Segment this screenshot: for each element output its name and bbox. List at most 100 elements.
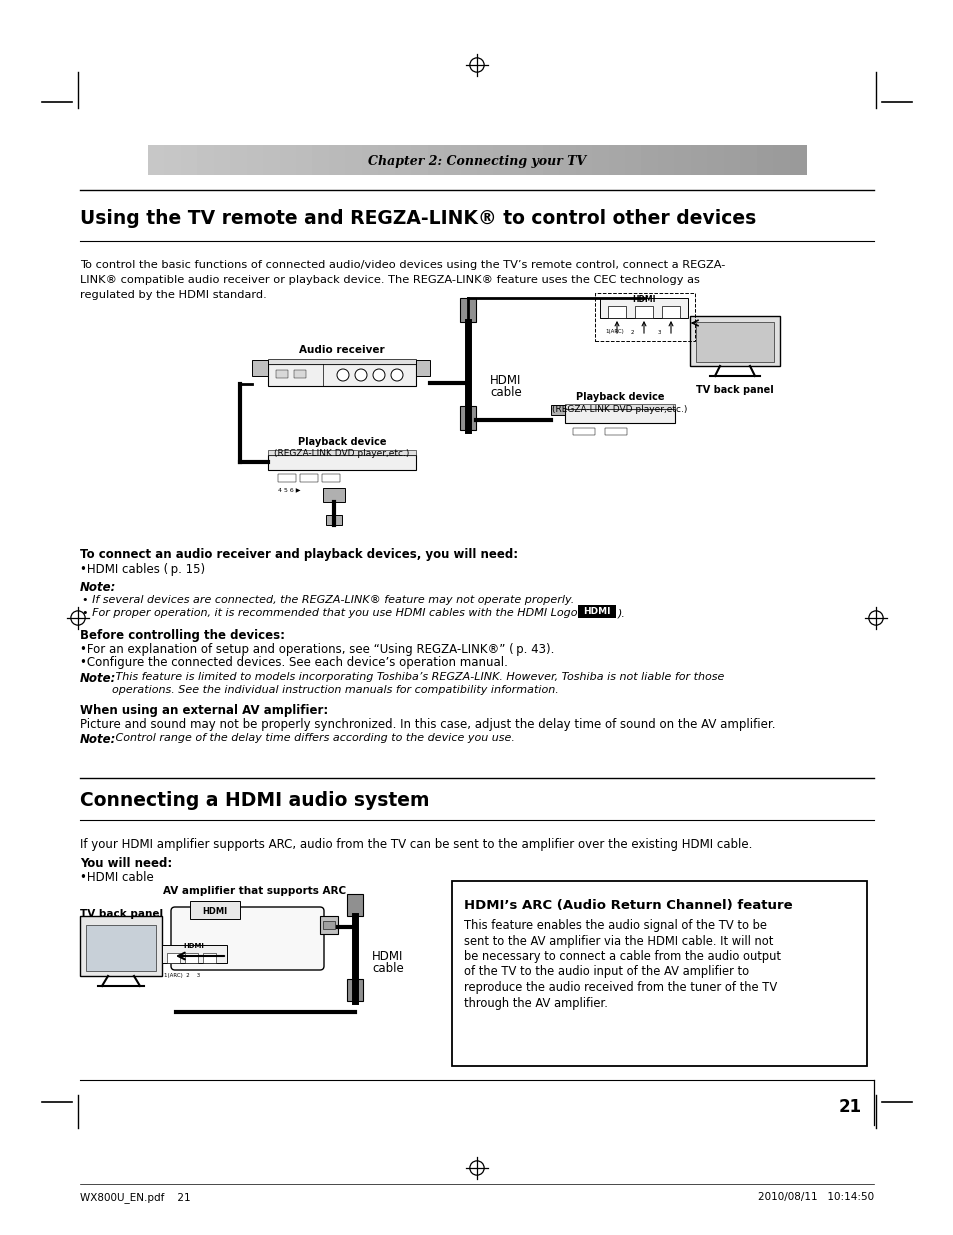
Text: 1(ARC): 1(ARC) [604,330,623,335]
Bar [323,488,345,501]
Text: HDMI’s ARC (Audio Return Channel) feature: HDMI’s ARC (Audio Return Channel) featur… [463,899,792,911]
Bar [493,144,511,175]
Bar [696,322,773,362]
Bar [299,474,317,482]
Bar [190,902,240,919]
Bar [279,144,296,175]
Text: Using the TV remote and REGZA-LINK® to control other devices: Using the TV remote and REGZA-LINK® to c… [80,209,756,227]
Text: Chapter 2: Connecting your TV: Chapter 2: Connecting your TV [368,154,585,168]
Bar [294,370,306,378]
Text: HDMI: HDMI [632,294,655,304]
Bar [460,144,477,175]
Bar [459,406,476,430]
Bar [564,404,675,409]
Bar [230,144,248,175]
Bar [542,144,559,175]
Bar [427,144,445,175]
Text: 2: 2 [630,330,633,335]
Text: ).: ). [618,608,625,618]
Bar [526,144,543,175]
Text: of the TV to the audio input of the AV amplifier to: of the TV to the audio input of the AV a… [463,966,748,978]
Text: sent to the AV amplifier via the HDMI cable. It will not: sent to the AV amplifier via the HDMI ca… [463,935,773,947]
Bar [509,144,527,175]
Text: •Configure the connected devices. See each device’s operation manual.: •Configure the connected devices. See ea… [80,656,507,669]
Bar [706,144,724,175]
Text: Audio receiver: Audio receiver [299,345,384,354]
Circle shape [355,369,367,382]
Bar [86,925,156,971]
Bar [181,144,198,175]
Bar [148,144,165,175]
Bar [164,144,182,175]
Text: HDMI: HDMI [183,944,204,948]
Bar [789,144,806,175]
Bar [658,144,675,175]
Text: Note:: Note: [80,734,116,746]
Text: reproduce the audio received from the tuner of the TV: reproduce the audio received from the tu… [463,981,777,994]
Text: 21: 21 [838,1098,862,1116]
Bar [185,953,198,963]
Text: regulated by the HDMI standard.: regulated by the HDMI standard. [80,290,267,300]
Bar [326,515,341,525]
Text: • If several devices are connected, the REGZA-LINK® feature may not operate prop: • If several devices are connected, the … [82,595,574,605]
Bar [578,605,616,618]
Bar [213,144,231,175]
Bar [378,144,395,175]
Text: Picture and sound may not be properly synchronized. In this case, adjust the del: Picture and sound may not be properly sy… [80,718,775,731]
Bar [575,144,593,175]
Bar [772,144,790,175]
Text: If your HDMI amplifier supports ARC, audio from the TV can be sent to the amplif: If your HDMI amplifier supports ARC, aud… [80,839,752,851]
FancyBboxPatch shape [452,881,866,1066]
Bar [476,144,494,175]
Bar [690,144,707,175]
Bar [608,144,625,175]
Text: Note:: Note: [80,672,116,685]
Bar [361,144,379,175]
Text: operations. See the individual instruction manuals for compatibility information: operations. See the individual instructi… [112,685,558,695]
Bar [347,894,363,916]
Bar [674,144,691,175]
Text: (REGZA-LINK DVD player,etc.): (REGZA-LINK DVD player,etc.) [552,405,687,414]
Text: •For an explanation of setup and operations, see “Using REGZA-LINK®” ( p. 43).: •For an explanation of setup and operati… [80,643,554,656]
Circle shape [373,369,385,382]
Bar [558,144,577,175]
Text: •HDMI cables ( p. 15): •HDMI cables ( p. 15) [80,563,205,576]
Bar [564,409,675,424]
Text: HDMI: HDMI [372,950,403,962]
Bar [395,144,412,175]
Text: cable: cable [490,387,521,399]
Text: When using an external AV amplifier:: When using an external AV amplifier: [80,704,328,718]
Bar [411,144,428,175]
Text: • For proper operation, it is recommended that you use HDMI cables with the HDMI: • For proper operation, it is recommende… [82,608,585,618]
Bar [416,359,430,375]
Text: HDMI: HDMI [202,906,228,915]
Text: 2010/08/11   10:14:50: 2010/08/11 10:14:50 [757,1192,873,1202]
Bar [247,144,264,175]
Text: •HDMI cable: •HDMI cable [80,871,153,884]
Bar [551,405,564,415]
Text: Control range of the delay time differs according to the device you use.: Control range of the delay time differs … [112,734,515,743]
Text: You will need:: You will need: [80,857,172,869]
Bar [319,916,337,934]
Text: TV back panel: TV back panel [696,385,773,395]
Text: 4 5 6 ▶: 4 5 6 ▶ [277,488,300,493]
FancyBboxPatch shape [171,906,324,969]
Bar [592,144,609,175]
Bar [323,921,335,929]
Bar [167,953,180,963]
Bar [599,298,687,317]
Bar [756,144,773,175]
Bar [635,306,652,317]
Bar [263,144,280,175]
Bar [640,144,659,175]
Bar [313,144,330,175]
Text: (REGZA-LINK DVD player,etc.): (REGZA-LINK DVD player,etc.) [274,450,409,458]
Bar [345,144,362,175]
Bar [295,144,314,175]
Bar [624,144,641,175]
Bar [740,144,757,175]
Text: To connect an audio receiver and playback devices, you will need:: To connect an audio receiver and playbac… [80,548,517,561]
Bar [661,306,679,317]
Text: Playback device: Playback device [297,437,386,447]
Bar [573,429,595,435]
